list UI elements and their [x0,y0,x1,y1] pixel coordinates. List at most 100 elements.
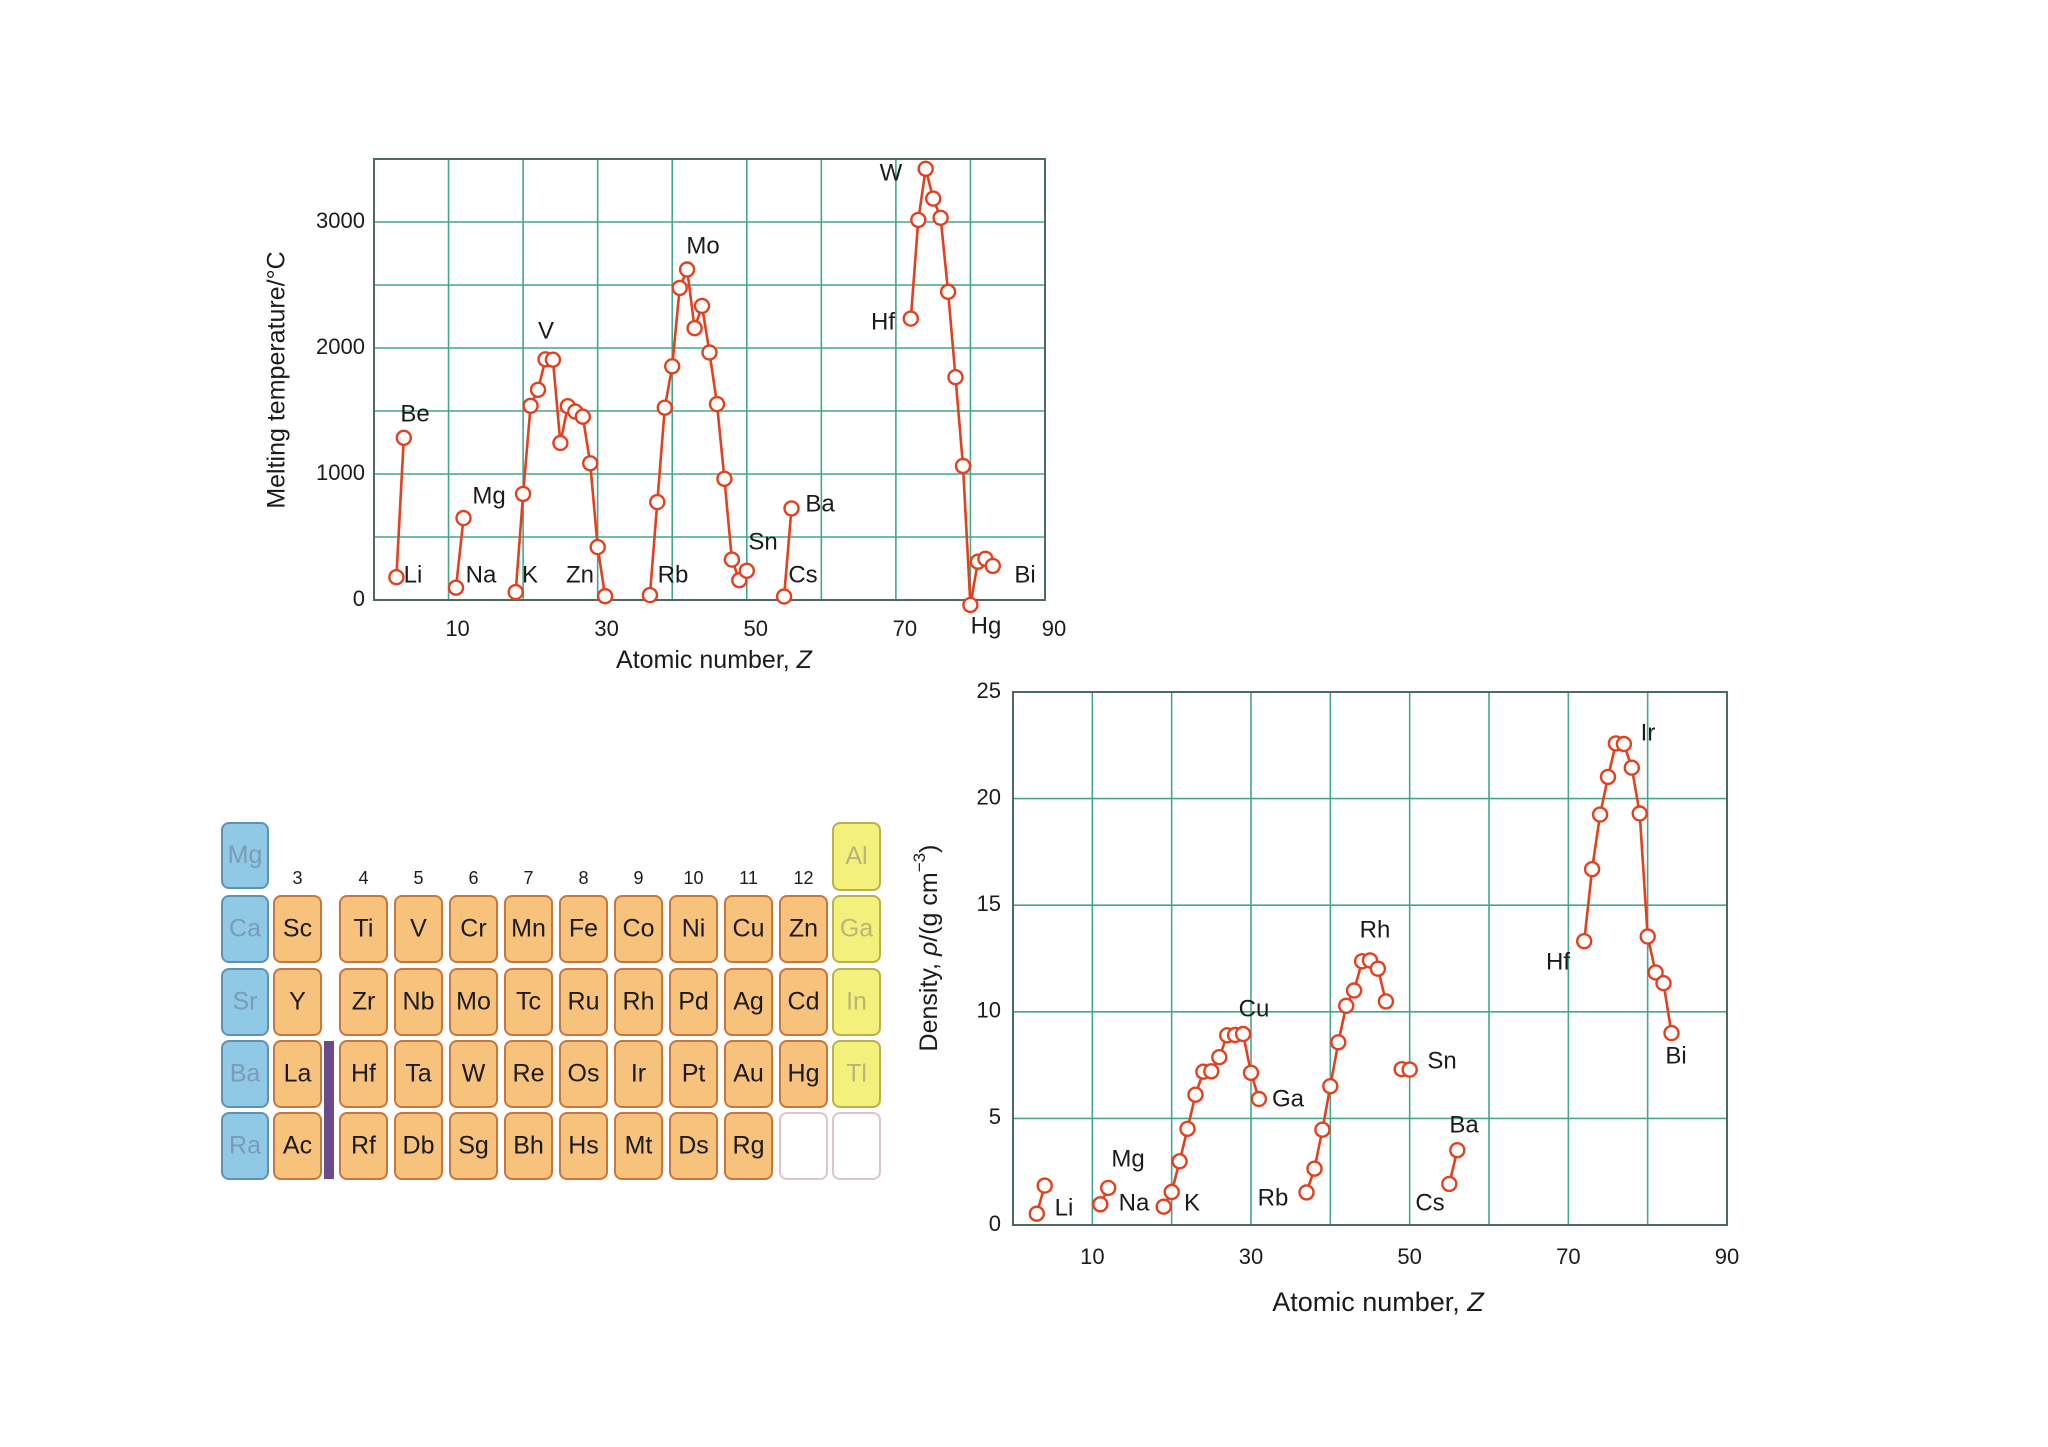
element-cell-mn: Mn [504,895,553,963]
y-tick-label: 2000 [316,334,365,359]
element-cell-sc: Sc [273,895,322,963]
element-cell-v: V [394,895,443,963]
series-lines [1035,742,1673,1215]
element-point-label: Ba [805,490,835,517]
group-number-label: 11 [739,868,758,888]
element-symbol: Pd [678,988,709,1016]
data-point [589,538,606,556]
group-number-label: 6 [468,868,478,888]
y-tick-label: 1000 [316,460,365,485]
periodic-table-fragment: Mg Al 3 4 5 6 7 8 9 10 11 12 Ca Sc Ti V Cr Mn Fe Co Ni Cu Zn Ga… [221,822,881,1180]
element-point-label: K [522,561,538,588]
density-chart-y-axis-title: Density, ρ/(g cm−3) [910,845,943,1052]
element-symbol: Ds [678,1132,709,1160]
element-cell-box [832,1112,881,1180]
element-symbol: Ac [283,1132,312,1160]
y-axis-title-post: ) [915,845,943,853]
element-cell-bh: Bh [504,1112,553,1180]
data-point [395,429,412,446]
group-number-label: 12 [793,868,813,888]
series-line [782,508,793,597]
element-point-label: Mg [472,482,505,509]
element-point-label: Mo [686,232,719,259]
element-cell-ra: Ra [221,1112,269,1180]
element-cell-box [724,895,773,963]
element-symbol: W [462,1060,486,1088]
element-cell-box [832,822,881,891]
y-tick-label: 5 [989,1104,1001,1129]
element-point-label: Hg [971,612,1002,639]
element-point-label: Rb [1258,1184,1289,1211]
element-cell-box [559,968,608,1036]
data-point [1155,1198,1172,1215]
element-point-label: Rb [658,561,689,588]
data-point [708,395,726,413]
data-point [455,509,472,527]
element-point-label: Ir [1641,719,1656,746]
element-cell-mo: Mo [449,968,498,1036]
series-line [1305,959,1388,1193]
data-point [932,209,949,227]
data-point [574,408,591,425]
data-point [693,297,711,315]
element-point-label: Rh [1360,916,1391,943]
melting-chart-x-axis-title: Atomic number, Z [616,646,813,674]
element-symbol: Hg [788,1060,820,1088]
data-point [1337,997,1355,1014]
data-point [1171,1153,1188,1170]
element-cell-pd: Pd [669,968,718,1036]
y-tick-label: 0 [353,586,365,611]
element-cell-box [394,1112,443,1180]
series-line [648,268,748,596]
element-cell-au: Au [724,1040,773,1108]
element-symbol: Ag [733,988,764,1016]
element-cell-box [394,1040,443,1108]
group-number-label: 5 [413,868,423,888]
data-point [1330,1034,1347,1051]
x-tick-label: 10 [1080,1244,1104,1269]
x-tick-label: 90 [1715,1244,1739,1269]
plot-frame [373,158,1046,601]
element-symbol: Ta [405,1060,432,1088]
element-cell-box [559,895,608,963]
y-tick-label: 15 [977,891,1001,916]
element-cell-box [221,968,269,1036]
element-symbol: Cr [460,915,486,943]
element-cell-box [614,968,663,1036]
element-point-label: Mg [1111,1145,1144,1172]
data-point [1345,982,1363,999]
element-point-label: Bi [1665,1042,1686,1069]
element-cell-box [779,1040,828,1108]
element-cell-zr: Zr [339,968,388,1036]
element-cell-la: La [273,1040,322,1108]
element-symbol: Mo [456,988,491,1016]
element-cell-ta: Ta [394,1040,443,1108]
element-cell-os: Os [559,1040,608,1108]
element-cell-mt: Mt [614,1112,663,1180]
data-point [716,470,733,487]
data-point [954,457,972,475]
element-point-label: V [538,317,554,344]
data-point [552,434,569,452]
data-point [1314,1121,1331,1138]
element-cell-box [221,822,269,889]
data-point [1655,975,1672,992]
data-point [723,551,741,568]
group-number-label: 10 [683,868,703,888]
data-point [1377,993,1395,1010]
element-cell-box [449,968,498,1036]
element-point-label: Hf [1546,948,1570,975]
element-cell-pt: Pt [669,1040,718,1108]
element-cell-ga: Ga [832,895,881,963]
empty-element-cell [779,1112,828,1180]
element-cell-box [394,895,443,963]
data-point [939,283,957,300]
element-symbol: Ti [354,915,374,943]
element-cell-box [779,895,828,963]
element-cell-fe: Fe [559,895,608,963]
element-symbol: Tl [846,1060,867,1088]
element-symbol: Mt [625,1132,653,1160]
element-cell-box [559,1040,608,1108]
element-symbol: Cu [733,915,765,943]
element-cell-hs: Hs [559,1112,608,1180]
